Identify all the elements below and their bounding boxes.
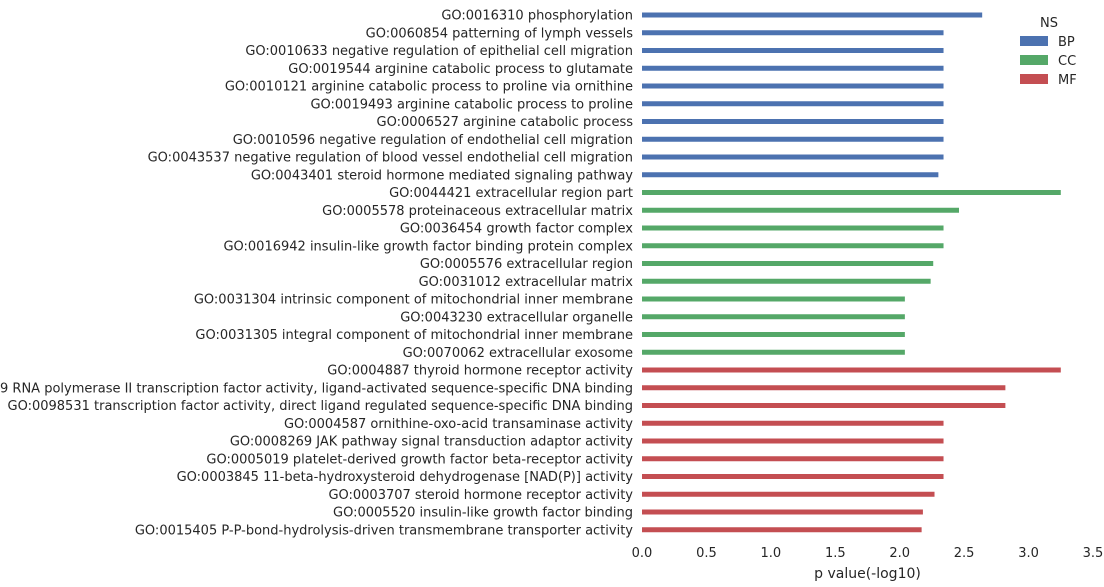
bar-bp [642, 101, 944, 107]
category-label: GO:0060854 patterning of lymph vessels [366, 26, 634, 41]
bar-cc [642, 225, 944, 231]
category-label: GO:0016310 phosphorylation [441, 9, 633, 24]
x-tick-label: 0.5 [696, 546, 717, 561]
x-axis-label: p value(-log10) [814, 566, 921, 582]
legend: NS BP CC MF [1020, 16, 1077, 88]
x-tick-label: 0.0 [632, 546, 653, 561]
category-label: GO:0044421 extracellular region part [389, 186, 633, 201]
legend-label: CC [1058, 54, 1076, 69]
category-label: GO:0004587 ornithine-oxo-acid transamina… [284, 417, 633, 432]
bar-cc [642, 261, 934, 266]
bar-mf [642, 474, 944, 479]
x-tick-label: 3.5 [1083, 546, 1104, 561]
category-label: GO:0070062 extracellular exosome [403, 346, 633, 361]
category-label: GO:0015405 P-P-bond-hydrolysis-driven tr… [135, 523, 633, 538]
category-label: GO:0010596 negative regulation of endoth… [233, 133, 633, 148]
category-label: GO:0004887 thyroid hormone receptor acti… [327, 364, 633, 379]
bar-cc [642, 243, 944, 249]
category-label: GO:0043537 negative regulation of blood … [148, 151, 633, 166]
legend-swatch-cc [1020, 55, 1048, 65]
legend-label: BP [1058, 35, 1075, 50]
bar-bp [642, 119, 944, 124]
category-label: GO:0019493 arginine catabolic process to… [310, 97, 633, 112]
legend-label: MF [1058, 73, 1077, 88]
category-label: GO:0036454 growth factor complex [400, 222, 633, 237]
bar-cc [642, 314, 905, 320]
category-label: GO:0005520 insulin-like growth factor bi… [333, 506, 633, 521]
category-label: GO:0010633 negative regulation of epithe… [245, 44, 633, 59]
category-label: GO:0043230 extracellular organelle [400, 310, 633, 325]
category-label: GO:0031012 extracellular matrix [419, 275, 634, 290]
category-label: GO:0016942 insulin-like growth factor bi… [223, 239, 633, 254]
category-label: GO:0010121 arginine catabolic process to… [225, 80, 633, 95]
x-tick-label: 3.0 [1018, 546, 1039, 561]
category-label: GO:0031304 intrinsic component of mitoch… [194, 293, 633, 308]
category-label: GO:0005019 platelet-derived growth facto… [206, 452, 633, 467]
bars-group [642, 12, 1061, 533]
category-label: GO:0043401 steroid hormone mediated sign… [251, 168, 633, 183]
bar-mf [642, 385, 1006, 391]
category-label: GO:0004879 RNA polymerase II transcripti… [0, 381, 633, 396]
bar-bp [642, 154, 944, 160]
bar-mf [642, 456, 944, 462]
legend-title: NS [1040, 16, 1058, 31]
category-label: GO:0098531 transcription factor activity… [8, 399, 633, 414]
legend-swatch-bp [1020, 36, 1048, 46]
category-label: GO:0005576 extracellular region [420, 257, 633, 272]
bar-bp [642, 136, 944, 142]
bar-cc [642, 349, 905, 355]
bar-bp [642, 48, 944, 53]
x-tick-labels-group: 0.0 0.5 1.0 1.5 2.0 2.5 3.0 3.5 [632, 546, 1104, 561]
bar-cc [642, 296, 905, 302]
bar-cc [642, 332, 905, 337]
x-tick-label: 1.5 [825, 546, 846, 561]
bar-cc [642, 190, 1061, 195]
bar-mf [642, 509, 923, 515]
x-tick-label: 2.0 [889, 546, 910, 561]
x-tick-label: 2.5 [954, 546, 975, 561]
legend-swatch-mf [1020, 74, 1048, 84]
bar-mf [642, 403, 1006, 408]
category-label: GO:0005578 proteinaceous extracellular m… [322, 204, 633, 219]
category-label: GO:0031305 integral component of mitocho… [195, 328, 633, 343]
category-label: GO:0019544 arginine catabolic process to… [288, 62, 633, 77]
category-label: GO:0006527 arginine catabolic process [377, 115, 634, 130]
bar-mf [642, 367, 1061, 373]
bar-bp [642, 83, 944, 89]
bar-mf [642, 527, 922, 533]
bar-bp [642, 172, 939, 178]
bar-bp [642, 30, 944, 36]
category-label: GO:0003845 11-beta-hydroxysteroid dehydr… [177, 470, 634, 485]
category-label: GO:0003707 steroid hormone receptor acti… [328, 488, 633, 503]
bar-bp [642, 12, 983, 18]
bar-cc [642, 207, 959, 213]
bar-cc [642, 278, 931, 284]
category-label: GO:0008269 JAK pathway signal transducti… [230, 435, 633, 450]
bar-mf [642, 491, 935, 497]
bar-bp [642, 65, 944, 71]
category-labels-group: GO:0016310 phosphorylation GO:0060854 pat… [0, 9, 633, 539]
bar-mf [642, 438, 944, 444]
bar-mf [642, 420, 944, 426]
x-tick-label: 1.0 [761, 546, 782, 561]
